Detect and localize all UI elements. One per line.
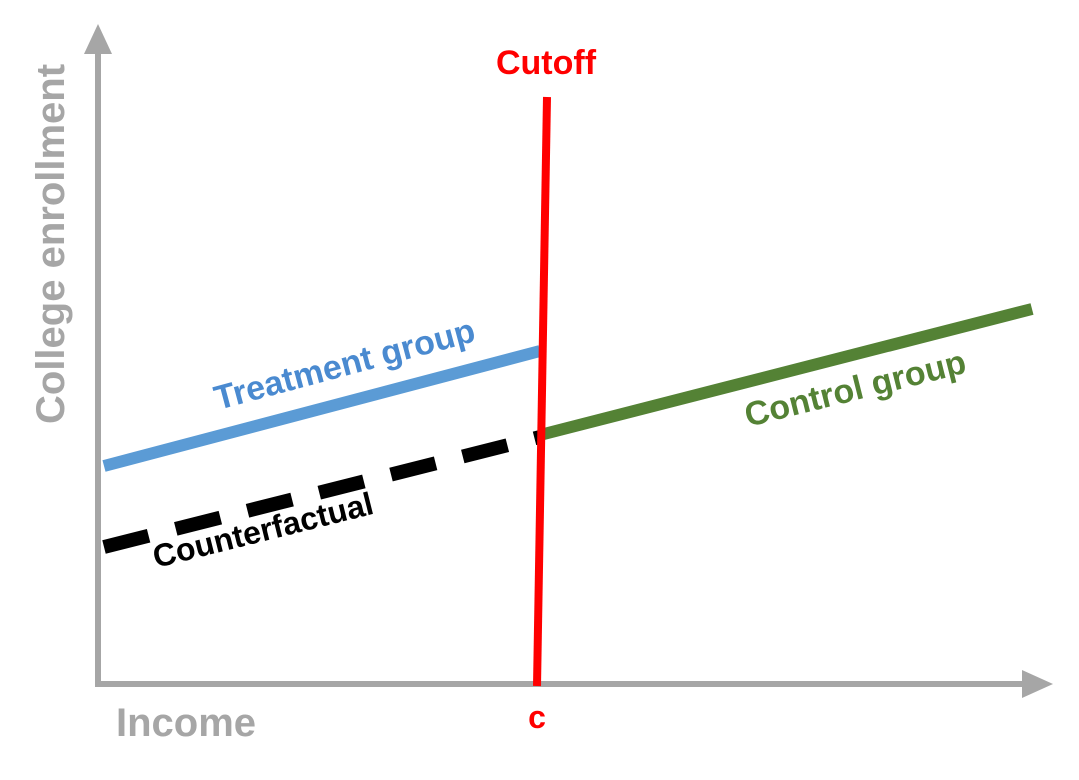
cutoff-line xyxy=(533,96,551,687)
y-axis-arrow-icon xyxy=(84,24,112,54)
counterfactual-line xyxy=(102,430,542,554)
x-axis-label: Income xyxy=(116,701,256,745)
x-axis-arrow-icon xyxy=(1022,670,1053,698)
control-line xyxy=(538,303,1034,441)
treatment-line xyxy=(102,345,542,472)
cutoff-title: Cutoff xyxy=(496,44,597,82)
cutoff-tick-label: c xyxy=(528,699,546,735)
y-axis-label: College enrollment xyxy=(29,64,73,424)
